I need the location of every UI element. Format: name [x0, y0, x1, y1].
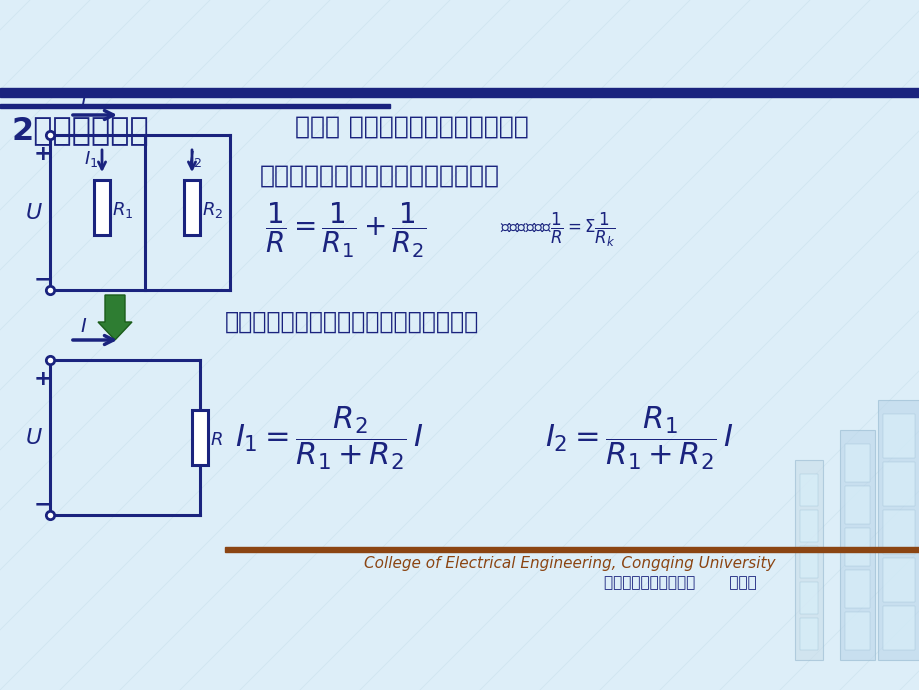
Bar [800, 546, 817, 578]
Bar [882, 510, 914, 554]
Text: −: − [34, 494, 52, 514]
Bar [800, 510, 817, 542]
Text: $\dfrac{1}{R} = \dfrac{1}{R_1} + \dfrac{1}{R_2}$: $\dfrac{1}{R} = \dfrac{1}{R_1} + \dfrac{… [265, 200, 425, 259]
Bar [800, 582, 817, 614]
Text: $I_2 = \dfrac{R_1}{R_1 + R_2}\, I$: $I_2 = \dfrac{R_1}{R_1 + R_2}\, I$ [544, 404, 732, 472]
Text: $I_1$: $I_1$ [84, 149, 98, 169]
Bar [0, 88, 919, 97]
Bar [882, 462, 914, 506]
Bar [882, 558, 914, 602]
Text: $R_2$: $R_2$ [202, 200, 223, 220]
Text: $I_1 = \dfrac{R_2}{R_1 + R_2}\, I$: $I_1 = \dfrac{R_2}{R_1 + R_2}\, I$ [234, 404, 423, 472]
Bar [844, 528, 869, 566]
Text: $R_1$: $R_1$ [112, 200, 133, 220]
Text: +: + [34, 369, 52, 389]
Text: 两电阵并联时的分流公式（负的情况）：: 两电阵并联时的分流公式（负的情况）： [225, 310, 479, 334]
Text: 重庆大学电气工程学院       侯世英: 重庆大学电气工程学院 侯世英 [603, 575, 755, 590]
Text: 2）电阵的并联: 2）电阵的并联 [12, 115, 150, 146]
Bar [184, 180, 199, 235]
Bar [844, 612, 869, 650]
Bar [94, 180, 110, 235]
Text: −: − [34, 269, 52, 289]
Text: 特点： 各电阵两端接于同一电压；: 特点： 各电阵两端接于同一电压； [295, 115, 528, 139]
Text: $I_2$: $I_2$ [187, 149, 202, 169]
Text: $U$: $U$ [25, 203, 43, 223]
Bar [844, 570, 869, 608]
Bar [800, 618, 817, 650]
Bar [0, 104, 390, 108]
FancyArrow shape [98, 295, 131, 340]
Bar [844, 486, 869, 524]
Bar [800, 474, 817, 506]
Text: $I$: $I$ [80, 92, 87, 111]
Bar [877, 400, 919, 660]
Text: $U$: $U$ [25, 428, 43, 448]
Bar [794, 460, 823, 660]
Text: +: + [34, 144, 52, 164]
Bar [839, 430, 874, 660]
Bar [192, 410, 208, 465]
Text: $I$: $I$ [80, 317, 87, 336]
Bar [882, 606, 914, 650]
Text: 总电阵的倒数$\dfrac{1}{R} = \Sigma\dfrac{1}{R_k}$: 总电阵的倒数$\dfrac{1}{R} = \Sigma\dfrac{1}{R_… [499, 211, 615, 249]
Text: $R$: $R$ [210, 431, 222, 449]
Text: 等效电阵的倒数等于各电阵倒数之和: 等效电阵的倒数等于各电阵倒数之和 [260, 164, 499, 188]
Bar [882, 414, 914, 458]
Text: College of Electrical Engineering, Congqing University: College of Electrical Engineering, Congq… [364, 556, 775, 571]
Bar [844, 444, 869, 482]
Bar [225, 547, 919, 552]
